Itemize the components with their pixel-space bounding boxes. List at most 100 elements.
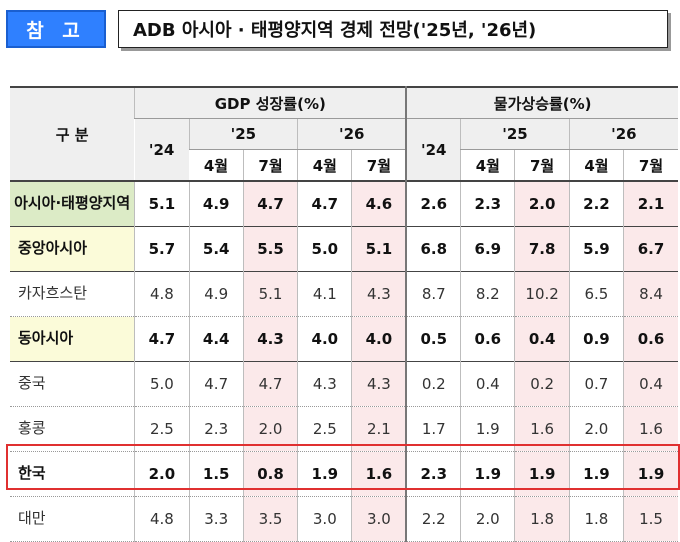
gdp-value-cell: 0.8 — [242, 451, 298, 496]
table-row: 홍콩 2.5 2.3 2.0 2.5 2.1 1.7 1.9 1.6 2.0 1.6 — [10, 406, 678, 451]
gdp-value-cell: 4.6 — [351, 181, 407, 226]
cpi-value-cell: 6.7 — [623, 226, 678, 271]
cpi-value-cell: 2.2 — [568, 181, 624, 226]
gdp-value-cell: 2.0 — [242, 406, 298, 451]
gdp-value-cell: 4.7 — [297, 181, 352, 226]
cpi-25-jul: 7월 — [514, 149, 570, 181]
gdp-value-cell: 4.3 — [242, 316, 298, 361]
category-header: 구 분 — [10, 87, 135, 182]
gdp-value-cell: 1.9 — [297, 451, 352, 496]
cpi-value-cell: 2.6 — [405, 181, 461, 226]
cpi-value-cell: 0.4 — [514, 316, 570, 361]
table-row: 중앙아시아 5.7 5.4 5.5 5.0 5.1 6.8 6.9 7.8 5.9 6.7 — [10, 226, 678, 271]
gdp-value-cell: 5.5 — [242, 226, 298, 271]
table-row: 한국 2.0 1.5 0.8 1.9 1.6 2.3 1.9 1.9 1.9 1.9 — [10, 451, 678, 496]
gdp-year-26: '26 — [297, 118, 407, 150]
cpi-value-cell: 2.1 — [623, 181, 678, 226]
row-name: 중국 — [18, 374, 46, 392]
gdp-26-apr: 4월 — [297, 149, 352, 181]
table-row: 중국 5.0 4.7 4.7 4.3 4.3 0.2 0.4 0.2 0.7 0.4 — [10, 361, 678, 406]
cpi-value-cell: 6.5 — [568, 271, 624, 316]
cpi-value-cell: 7.8 — [514, 226, 570, 271]
gdp-value-cell: 5.4 — [188, 226, 244, 271]
gdp-value-cell: 1.5 — [188, 451, 244, 496]
gdp-value-cell: 5.0 — [134, 361, 190, 406]
cpi-value-cell: 1.8 — [568, 496, 624, 541]
gdp-25-apr: 4월 — [189, 149, 244, 181]
table-row: 동아시아 4.7 4.4 4.3 4.0 4.0 0.5 0.6 0.4 0.9 0.6 — [10, 316, 678, 361]
cpi-26-jul: 7월 — [623, 149, 678, 181]
gdp-value-cell: 4.3 — [351, 271, 407, 316]
cpi-value-cell: 1.6 — [514, 406, 570, 451]
gdp-value-cell: 4.7 — [242, 181, 298, 226]
cpi-value-cell: 0.9 — [568, 316, 624, 361]
cpi-value-cell: 0.4 — [460, 361, 515, 406]
gdp-value-cell: 4.8 — [134, 496, 190, 541]
row-name: 중앙아시아 — [10, 226, 135, 271]
cpi-value-cell: 1.6 — [623, 406, 678, 451]
row-name: 카자흐스탄 — [18, 284, 88, 302]
cpi-value-cell: 2.0 — [568, 406, 624, 451]
row-name: 홍콩 — [18, 419, 46, 437]
cpi-value-cell: 2.3 — [405, 451, 461, 496]
cpi-value-cell: 1.9 — [623, 451, 678, 496]
gdp-value-cell: 4.3 — [297, 361, 352, 406]
reference-badge: 참 고 — [6, 10, 106, 48]
gdp-value-cell: 4.0 — [351, 316, 407, 361]
gdp-value-cell: 2.5 — [134, 406, 190, 451]
gdp-year-25: '25 — [188, 118, 298, 150]
table-body: 아시아·태평양지역 5.1 4.9 4.7 4.7 4.6 2.6 2.3 2.0 2.2 2.1 중… — [10, 181, 678, 541]
gdp-value-cell: 4.7 — [134, 316, 190, 361]
row-name: 동아시아 — [10, 316, 135, 361]
cpi-value-cell: 0.6 — [623, 316, 678, 361]
cpi-value-cell: 5.9 — [568, 226, 624, 271]
cpi-value-cell: 1.9 — [514, 451, 570, 496]
gdp-value-cell: 3.0 — [297, 496, 352, 541]
gdp-value-cell: 4.8 — [134, 271, 190, 316]
gdp-26-jul: 7월 — [351, 149, 407, 181]
cpi-value-cell: 0.2 — [514, 361, 570, 406]
table-row: 대만 4.8 3.3 3.5 3.0 3.0 2.2 2.0 1.8 1.8 1.5 — [10, 496, 678, 541]
cpi-value-cell: 6.9 — [460, 226, 515, 271]
cpi-value-cell: 0.7 — [568, 361, 624, 406]
gdp-value-cell: 4.3 — [351, 361, 407, 406]
cpi-value-cell: 1.5 — [623, 496, 678, 541]
gdp-value-cell: 4.0 — [297, 316, 352, 361]
cpi-value-cell: 2.3 — [460, 181, 515, 226]
cpi-value-cell: 1.7 — [405, 406, 461, 451]
cpi-value-cell: 1.9 — [568, 451, 624, 496]
row-name: 아시아·태평양지역 — [10, 181, 135, 226]
gdp-value-cell: 5.1 — [351, 226, 407, 271]
gdp-value-cell: 2.1 — [351, 406, 407, 451]
page-title: ADB 아시아 · 태평양지역 경제 전망('25년, '26년) — [118, 10, 668, 48]
gdp-value-cell: 4.7 — [188, 361, 244, 406]
cpi-value-cell: 1.9 — [460, 406, 515, 451]
cpi-value-cell: 8.7 — [405, 271, 461, 316]
gdp-value-cell: 3.0 — [351, 496, 407, 541]
cpi-group-header: 물가상승률(%) — [405, 87, 678, 119]
gdp-value-cell: 5.7 — [134, 226, 190, 271]
gdp-value-cell: 3.3 — [188, 496, 244, 541]
gdp-value-cell: 4.9 — [188, 271, 244, 316]
row-name: 대만 — [18, 509, 46, 527]
cpi-value-cell: 2.0 — [514, 181, 570, 226]
gdp-value-cell: 2.3 — [188, 406, 244, 451]
gdp-group-header: GDP 성장률(%) — [134, 87, 407, 119]
cpi-value-cell: 0.6 — [460, 316, 515, 361]
cpi-value-cell: 2.0 — [460, 496, 515, 541]
cpi-value-cell: 8.2 — [460, 271, 515, 316]
cpi-value-cell: 6.8 — [405, 226, 461, 271]
cpi-value-cell: 0.2 — [405, 361, 461, 406]
gdp-value-cell: 4.1 — [297, 271, 352, 316]
cpi-year-25: '25 — [460, 118, 570, 150]
gdp-value-cell: 2.0 — [134, 451, 190, 496]
gdp-value-cell: 4.4 — [188, 316, 244, 361]
gdp-value-cell: 1.6 — [351, 451, 407, 496]
cpi-value-cell: 0.5 — [405, 316, 461, 361]
gdp-year-24: '24 — [134, 118, 190, 182]
cpi-value-cell: 2.2 — [405, 496, 461, 541]
gdp-value-cell: 4.7 — [242, 361, 298, 406]
gdp-value-cell: 2.5 — [297, 406, 352, 451]
gdp-25-jul: 7월 — [242, 149, 298, 181]
row-name: 한국 — [18, 464, 46, 482]
